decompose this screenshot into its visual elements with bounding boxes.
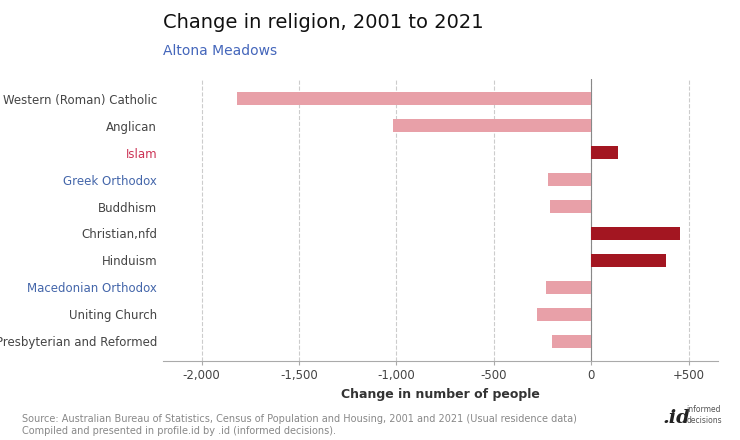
Bar	[591, 146, 617, 159]
Text: Altona Meadows: Altona Meadows	[163, 44, 277, 58]
Bar	[546, 281, 591, 294]
Bar	[536, 308, 591, 321]
Bar	[552, 334, 591, 348]
Bar	[548, 173, 591, 186]
Bar	[237, 92, 591, 106]
Text: .id: .id	[662, 409, 690, 427]
X-axis label: Change in number of people: Change in number of people	[341, 388, 539, 401]
Text: Change in religion, 2001 to 2021: Change in religion, 2001 to 2021	[163, 13, 483, 32]
Bar	[551, 200, 591, 213]
Bar	[393, 119, 591, 132]
Text: informed
decisions: informed decisions	[687, 404, 722, 425]
Text: Source: Australian Bureau of Statistics, Census of Population and Housing, 2001 : Source: Australian Bureau of Statistics,…	[22, 414, 577, 436]
Bar	[591, 227, 680, 240]
Bar	[591, 254, 666, 267]
